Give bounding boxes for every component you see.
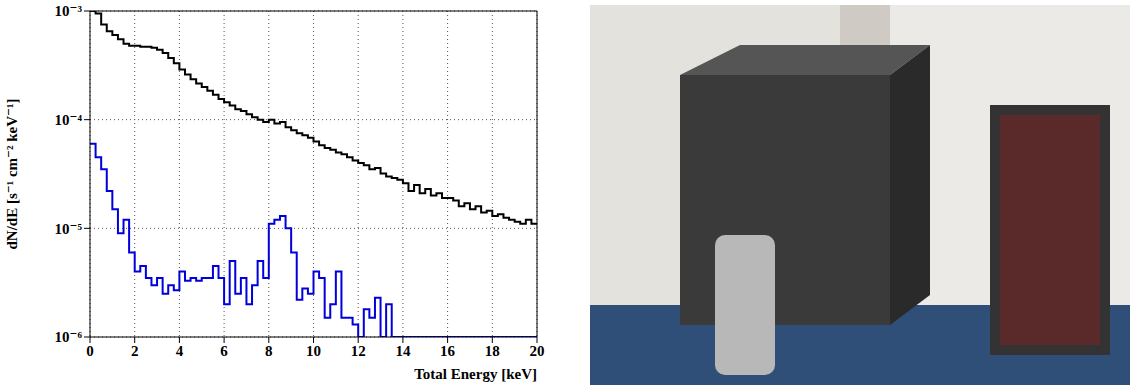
svg-text:2: 2: [131, 343, 139, 359]
svg-text:12: 12: [351, 343, 366, 359]
svg-text:10⁻⁵: 10⁻⁵: [55, 221, 83, 237]
svg-text:Total Energy [keV]: Total Energy [keV]: [414, 366, 537, 382]
svg-text:14: 14: [395, 343, 411, 359]
svg-text:4: 4: [176, 343, 184, 359]
svg-text:18: 18: [485, 343, 500, 359]
svg-text:dN/dE [s⁻¹ cm⁻² keV⁻¹]: dN/dE [s⁻¹ cm⁻² keV⁻¹]: [4, 99, 20, 250]
svg-text:10⁻⁴: 10⁻⁴: [55, 112, 83, 128]
svg-text:20: 20: [530, 343, 545, 359]
svg-text:8: 8: [265, 343, 273, 359]
svg-text:10: 10: [306, 343, 321, 359]
svg-text:16: 16: [440, 343, 456, 359]
svg-text:10⁻⁶: 10⁻⁶: [55, 329, 83, 345]
svg-text:6: 6: [220, 343, 228, 359]
svg-text:10⁻³: 10⁻³: [55, 3, 83, 19]
svg-text:0: 0: [86, 343, 94, 359]
